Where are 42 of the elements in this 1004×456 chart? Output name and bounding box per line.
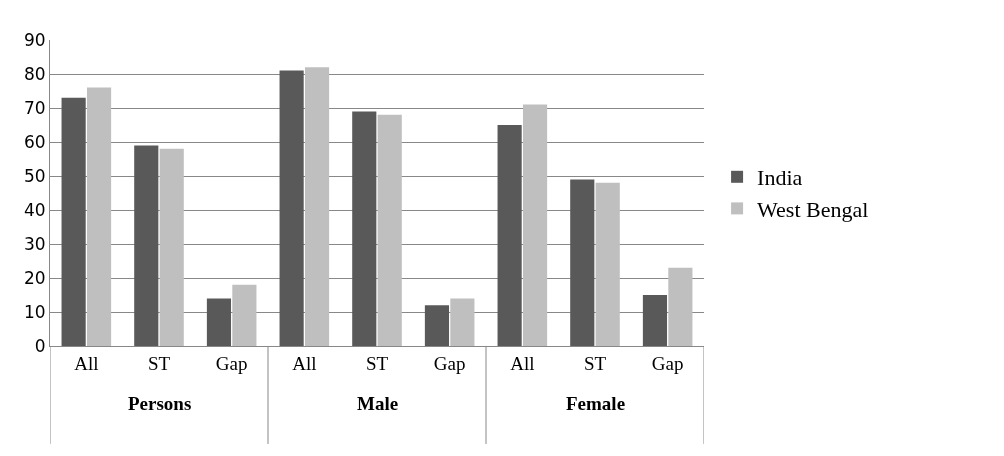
legend-label: India bbox=[757, 165, 803, 191]
y-tick-label: 90 bbox=[23, 29, 46, 50]
bar bbox=[668, 267, 693, 346]
y-tick-label: 50 bbox=[23, 165, 46, 186]
bar bbox=[352, 111, 377, 346]
bar bbox=[86, 87, 112, 346]
bar bbox=[279, 70, 304, 346]
bar bbox=[61, 97, 86, 346]
bar bbox=[570, 179, 595, 346]
text: Persons bbox=[128, 393, 192, 414]
y-tick-label: 30 bbox=[23, 233, 46, 254]
x-tick-label: All bbox=[292, 352, 317, 374]
x-tick-label: ST bbox=[365, 352, 389, 374]
bar bbox=[134, 145, 159, 346]
text: Male bbox=[357, 393, 399, 414]
y-tick-label: 70 bbox=[23, 97, 46, 118]
text: Female bbox=[566, 393, 626, 414]
y-tick-label: 80 bbox=[23, 63, 46, 84]
x-tick-label: ST bbox=[583, 352, 607, 374]
y-tick-label: 20 bbox=[23, 267, 46, 288]
x-tick-label: Gap bbox=[651, 352, 684, 374]
y-tick-label: 0 bbox=[34, 335, 46, 356]
bar bbox=[450, 298, 475, 346]
y-tick-label: 10 bbox=[23, 301, 46, 322]
bar bbox=[232, 284, 257, 346]
bar bbox=[522, 104, 548, 346]
x-tick-label: All bbox=[74, 352, 99, 374]
y-tick-label: 40 bbox=[23, 199, 46, 220]
bar bbox=[159, 148, 184, 346]
bar bbox=[304, 67, 330, 346]
bar bbox=[497, 125, 522, 346]
bar bbox=[377, 114, 402, 346]
bar bbox=[206, 298, 232, 346]
bar bbox=[595, 182, 620, 346]
x-tick-label: Gap bbox=[215, 352, 248, 374]
legend-label: West Bengal bbox=[757, 196, 869, 222]
x-tick-label: ST bbox=[147, 352, 171, 374]
x-tick-label: All bbox=[510, 352, 535, 374]
y-tick-label: 60 bbox=[23, 131, 46, 152]
bar bbox=[424, 305, 450, 346]
x-tick-label: Gap bbox=[433, 352, 466, 374]
bar bbox=[642, 295, 668, 346]
